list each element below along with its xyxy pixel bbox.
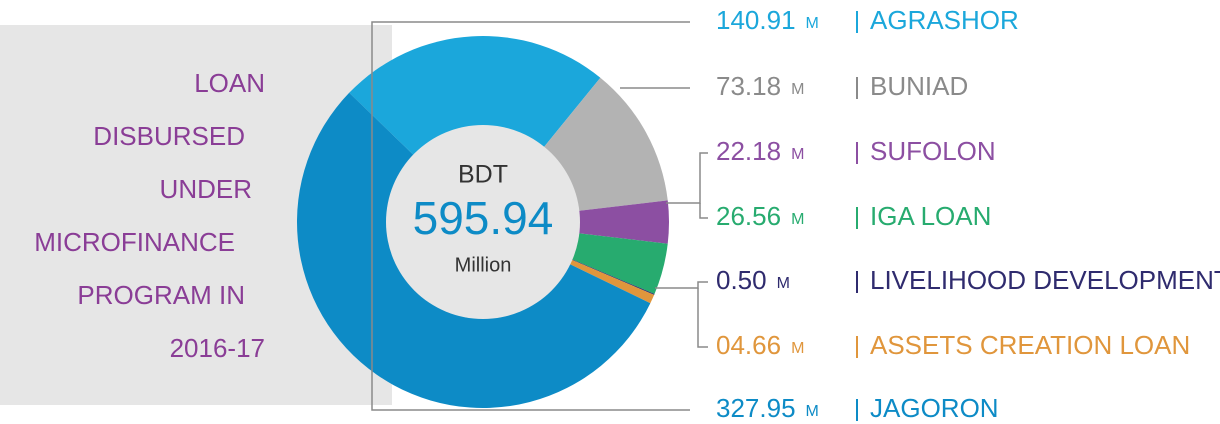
chart-title: PROGRAM IN (77, 280, 245, 310)
chart-title: 2016-17 (170, 333, 265, 363)
legend-label: JAGORON (870, 393, 999, 423)
unit-label: M (791, 340, 804, 357)
legend-label: AGRASHOR (870, 5, 1019, 35)
value-label: 26.56 (716, 201, 781, 231)
unit-label: M (791, 211, 804, 228)
chart-title: MICROFINANCE (34, 227, 235, 257)
chart-title: LOAN (194, 68, 265, 98)
leader-lines (371, 21, 708, 411)
leader-line (371, 21, 690, 411)
value-label: 04.66 (716, 330, 781, 360)
leader-line (666, 152, 708, 204)
legend-label: IGA LOAN (870, 201, 991, 231)
value-label: 22.18 (716, 136, 781, 166)
value-label: 140.91 (716, 5, 796, 35)
leader-line (655, 281, 708, 289)
leader-line (699, 203, 708, 219)
value-label: 73.18 (716, 71, 781, 101)
value-label: 0.50 (716, 265, 767, 295)
unit-label: M (791, 146, 804, 163)
unit-label: M (777, 275, 790, 292)
chart-title: UNDER (160, 174, 252, 204)
legend-label: ASSETS CREATION LOAN (870, 330, 1190, 360)
legend-label: BUNIAD (870, 71, 968, 101)
unit-label: M (791, 81, 804, 98)
donut-center (386, 125, 580, 319)
unit-label: M (806, 15, 819, 32)
center-label: BDT (458, 161, 508, 189)
leader-line (697, 288, 708, 348)
legend-label: LIVELIHOOD DEVELOPMENT (870, 265, 1220, 295)
chart-title: DISBURSED (93, 121, 245, 151)
legend-label: SUFOLON (870, 136, 996, 166)
center-label: Million (455, 254, 512, 276)
value-label: 327.95 (716, 393, 796, 423)
unit-label: M (806, 403, 819, 420)
center-value: 595.94 (413, 192, 554, 244)
